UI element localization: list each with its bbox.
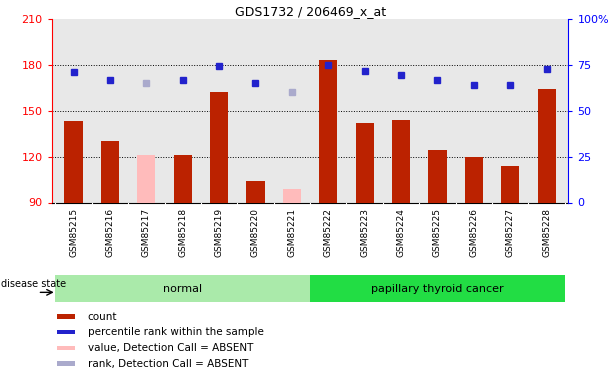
Bar — [137, 155, 156, 203]
Text: percentile rank within the sample: percentile rank within the sample — [88, 327, 264, 337]
Bar — [55, 275, 310, 302]
Text: GSM85227: GSM85227 — [506, 208, 515, 257]
Text: count: count — [88, 312, 117, 322]
Text: disease state: disease state — [1, 279, 66, 289]
Text: GSM85217: GSM85217 — [142, 208, 151, 257]
Bar — [392, 120, 410, 202]
Bar — [356, 123, 374, 202]
Text: GSM85226: GSM85226 — [469, 208, 478, 257]
Bar — [57, 346, 75, 350]
Bar — [174, 155, 192, 203]
Text: GSM85216: GSM85216 — [105, 208, 114, 257]
Bar — [310, 275, 565, 302]
Text: GSM85220: GSM85220 — [251, 208, 260, 257]
Bar — [57, 314, 75, 319]
Bar — [465, 157, 483, 203]
Bar — [210, 92, 228, 202]
Text: GSM85218: GSM85218 — [178, 208, 187, 257]
Text: papillary thyroid cancer: papillary thyroid cancer — [371, 284, 504, 294]
Bar — [246, 181, 264, 203]
Text: GSM85224: GSM85224 — [396, 208, 406, 257]
Bar — [319, 60, 337, 202]
Text: GSM85221: GSM85221 — [288, 208, 296, 257]
Bar — [57, 330, 75, 334]
Bar — [64, 122, 83, 202]
Text: value, Detection Call = ABSENT: value, Detection Call = ABSENT — [88, 343, 253, 353]
Text: GSM85215: GSM85215 — [69, 208, 78, 257]
Text: normal: normal — [163, 284, 202, 294]
Bar — [501, 166, 519, 202]
Bar — [537, 89, 556, 202]
Bar — [283, 189, 301, 202]
Title: GDS1732 / 206469_x_at: GDS1732 / 206469_x_at — [235, 4, 385, 18]
Bar — [57, 362, 75, 366]
Text: GSM85228: GSM85228 — [542, 208, 551, 257]
Text: GSM85223: GSM85223 — [360, 208, 369, 257]
Bar — [429, 150, 446, 202]
Bar — [101, 141, 119, 202]
Text: rank, Detection Call = ABSENT: rank, Detection Call = ABSENT — [88, 358, 248, 369]
Text: GSM85225: GSM85225 — [433, 208, 442, 257]
Text: GSM85222: GSM85222 — [324, 208, 333, 257]
Text: GSM85219: GSM85219 — [215, 208, 224, 257]
